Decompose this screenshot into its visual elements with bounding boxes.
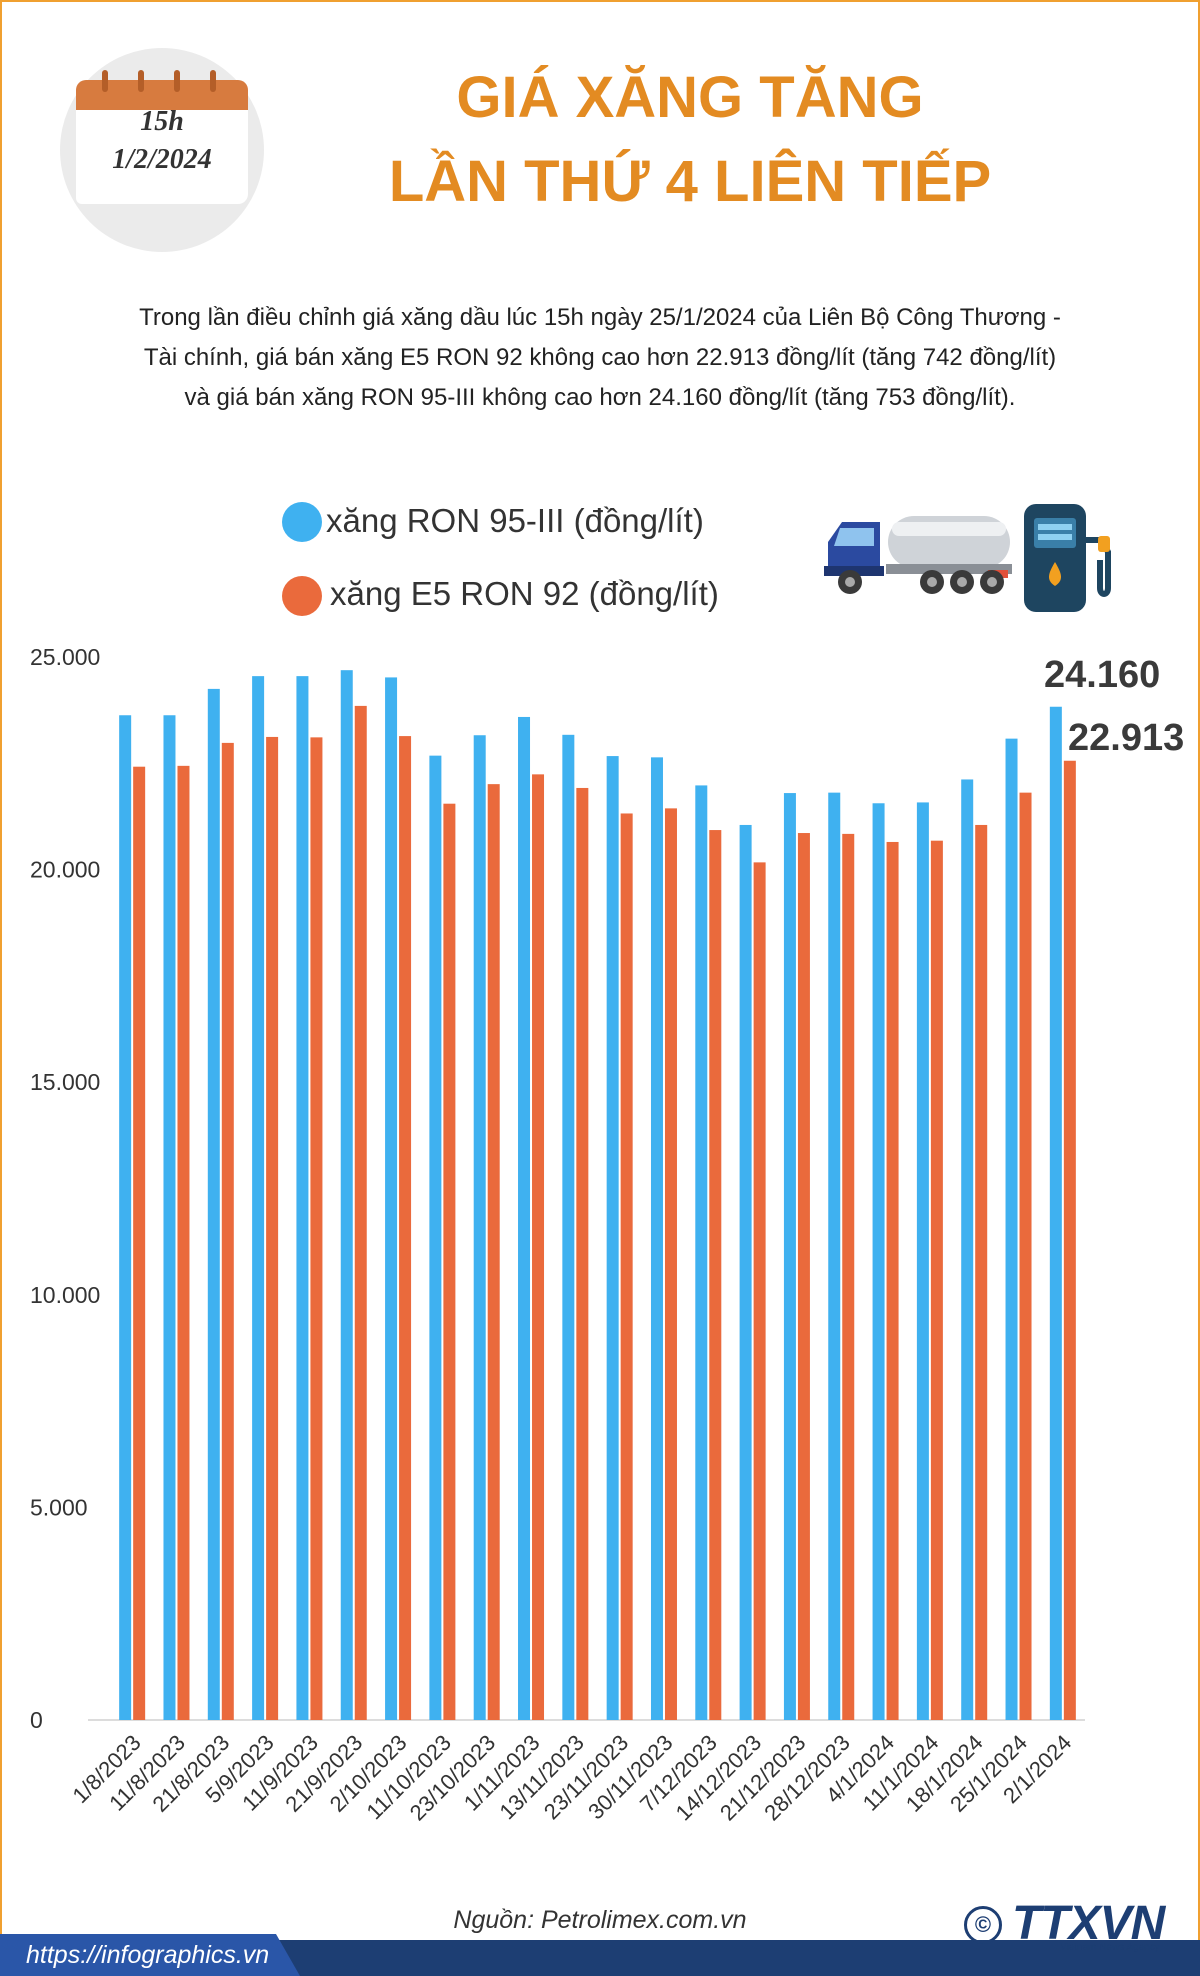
footer-url[interactable]: https://infographics.vn — [26, 1941, 270, 1969]
bar-e5 — [532, 774, 545, 1720]
bar-ron95 — [296, 676, 309, 1720]
calendar-ring — [138, 70, 144, 92]
footer-url-tab — [0, 1934, 300, 1976]
bar-e5 — [399, 736, 412, 1720]
y-tick-label: 10.000 — [30, 1282, 100, 1308]
bar-e5 — [443, 803, 456, 1720]
source-note: Nguồn: Petrolimex.com.vn — [453, 1906, 747, 1934]
bar-ron95 — [650, 757, 663, 1720]
legend-dot-e5 — [282, 576, 322, 616]
y-tick-label: 5.000 — [30, 1494, 88, 1520]
calendar-ring — [102, 70, 108, 92]
bar-e5 — [266, 736, 279, 1720]
page-title-line2: LẦN THỨ 4 LIÊN TIẾP — [388, 149, 992, 214]
page-title-line1: GIÁ XĂNG TĂNG — [456, 65, 924, 130]
bar-ron95 — [473, 735, 486, 1720]
copyright-icon: © — [964, 1906, 1002, 1944]
y-tick-label: 20.000 — [30, 857, 100, 883]
bar-e5 — [221, 742, 234, 1720]
calendar-date: 1/2/2024 — [112, 144, 212, 175]
y-tick-label: 25.000 — [30, 644, 100, 670]
bar-ron95 — [916, 802, 929, 1720]
bar-e5 — [177, 765, 190, 1720]
bar-e5 — [354, 705, 367, 1720]
bar-ron95 — [385, 677, 398, 1720]
bar-e5 — [975, 824, 988, 1720]
bar-e5 — [709, 830, 722, 1720]
bar-ron95 — [828, 792, 841, 1720]
ttxvn-logo-subtitle: Vietnam News Agency — [1060, 1942, 1160, 1953]
e5-latest-value-label: 22.913 — [1068, 717, 1185, 759]
bar-e5 — [842, 833, 855, 1720]
bar-ron95 — [207, 688, 220, 1720]
bar-e5 — [620, 813, 633, 1720]
bar-e5 — [1019, 792, 1032, 1720]
intro-line: Tài chính, giá bán xăng E5 RON 92 không … — [143, 344, 1057, 371]
bar-e5 — [886, 841, 899, 1720]
bar-e5 — [310, 737, 323, 1720]
intro-line: Trong lần điều chỉnh giá xăng dầu lúc 15… — [139, 304, 1061, 331]
fuel-truck-icon — [824, 516, 1012, 594]
bar-ron95 — [606, 756, 619, 1720]
bar-ron95 — [518, 716, 531, 1720]
bar-ron95 — [119, 715, 132, 1720]
calendar-time: 15h — [140, 106, 184, 137]
bar-e5 — [797, 833, 810, 1720]
y-tick-label: 15.000 — [30, 1069, 100, 1095]
bar-ron95 — [429, 755, 442, 1720]
bar-e5 — [664, 808, 677, 1720]
intro-line: và giá bán xăng RON 95-III không cao hơn… — [184, 384, 1016, 411]
bar-ron95 — [783, 793, 796, 1720]
bar-ron95 — [252, 676, 265, 1720]
calendar-ring — [210, 70, 216, 92]
bar-ron95 — [1049, 706, 1062, 1720]
legend-dot-ron95 — [282, 502, 322, 542]
legend-label-e5: xăng E5 RON 92 (đồng/lít) — [330, 575, 719, 612]
bar-ron95 — [961, 779, 974, 1720]
bar-chart: 05.00010.00015.00020.00025.0001/8/202311… — [30, 644, 1085, 1825]
intro-paragraph: Trong lần điều chỉnh giá xăng dầu lúc 15… — [40, 298, 1160, 418]
bar-ron95 — [739, 824, 752, 1720]
ttxvn-logo: TTXVN — [1012, 1897, 1165, 1950]
ron95-latest-value-label: 24.160 — [1044, 654, 1161, 696]
bar-e5 — [930, 840, 943, 1720]
legend-label-ron95: xăng RON 95-III (đồng/lít) — [326, 502, 704, 539]
bar-ron95 — [340, 670, 353, 1721]
bar-e5 — [487, 784, 500, 1720]
calendar-ring — [174, 70, 180, 92]
bar-e5 — [576, 787, 589, 1720]
bar-ron95 — [695, 785, 708, 1720]
fuel-pump-icon — [1024, 504, 1111, 612]
bar-e5 — [753, 862, 766, 1720]
bar-ron95 — [872, 803, 885, 1720]
bar-e5 — [1063, 760, 1076, 1720]
bar-e5 — [133, 766, 146, 1720]
y-tick-label: 0 — [30, 1707, 43, 1733]
bar-ron95 — [163, 715, 176, 1720]
bar-ron95 — [1005, 738, 1018, 1720]
bar-ron95 — [562, 734, 575, 1720]
